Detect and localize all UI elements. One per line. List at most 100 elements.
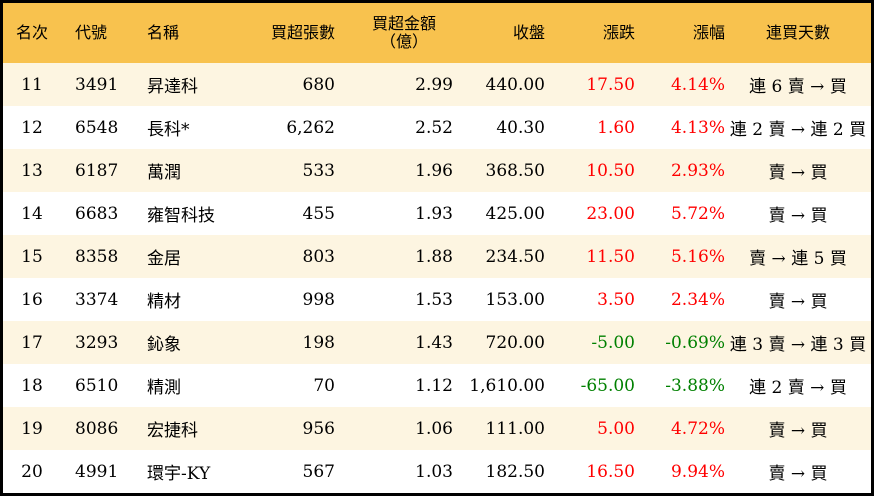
streak-cell: 連 3 賣 → 連 3 買 (725, 321, 871, 364)
shares-cell: 455 (302, 203, 335, 224)
shares-cell: 567 (302, 461, 335, 482)
pct-cell: 5.72% (670, 203, 725, 224)
code-cell: 6187 (61, 149, 147, 192)
code-cell: 8086 (61, 407, 147, 450)
close-cell: 425.00 (485, 203, 545, 224)
amount-cell: 1.53 (415, 289, 453, 310)
amount-cell: 1.93 (415, 203, 453, 224)
code-cell: 6510 (75, 375, 119, 396)
rank-cell: 15 (3, 235, 61, 278)
shares-cell: 6,262 (286, 117, 335, 138)
shares-cell: 956 (227, 407, 335, 450)
pct-cell: 4.72% (635, 407, 725, 450)
rank-cell: 14 (21, 203, 43, 224)
rank-cell: 11 (3, 63, 61, 106)
table-row: 15 8358 金居 803 1.88 234.50 11.50 5.16% 賣 → 連 5 買 (3, 235, 871, 278)
header-code: 代號 (61, 3, 147, 63)
rank-cell: 18 (21, 375, 43, 396)
shares-cell: 803 (227, 235, 335, 278)
name-cell: 金居 (147, 235, 227, 278)
amount-cell: 1.03 (415, 461, 453, 482)
code-cell: 4991 (75, 461, 119, 482)
name-cell: 精材 (147, 292, 181, 312)
change-cell: -65.00 (580, 375, 635, 396)
change-cell: 10.50 (545, 149, 635, 192)
code-cell: 6683 (75, 203, 119, 224)
table-row: 17 3293 鈊象 198 1.43 720.00 -5.00 -0.69% 連 3 賣 → … (3, 321, 871, 364)
amount-cell: 1.06 (335, 407, 453, 450)
streak-cell: 連 2 賣 → 連 2 買 (729, 120, 867, 140)
code-cell: 3293 (61, 321, 147, 364)
name-cell: 宏捷科 (147, 407, 227, 450)
pct-cell: 2.93% (635, 149, 725, 192)
change-cell: 16.50 (586, 461, 635, 482)
name-cell: 雍智科技 (147, 206, 215, 226)
net-buy-ranking-table: 名次 代號 名稱 買超張數 買超金額 （億） 收盤 漲跌 漲幅 連買天數 11 3… (3, 3, 871, 493)
header-streak: 連買天數 (725, 3, 871, 63)
change-cell: 1.60 (597, 117, 635, 138)
table-row: 16 3374 精材 998 1.53 153.00 3.50 2.34% 賣 → 買 (3, 278, 871, 321)
shares-cell: 533 (227, 149, 335, 192)
pct-cell: -0.69% (635, 321, 725, 364)
rank-cell: 16 (21, 289, 43, 310)
change-cell: 23.00 (586, 203, 635, 224)
header-pct: 漲幅 (635, 3, 725, 63)
pct-cell: -3.88% (665, 375, 725, 396)
header-shares: 買超張數 (227, 3, 335, 63)
shares-cell: 70 (313, 375, 335, 396)
table-row: 18 6510 精測 70 1.12 1,610.00 -65.00 -3.88% 連 2 賣 … (3, 364, 871, 407)
streak-cell: 賣 → 買 (768, 292, 828, 312)
shares-cell: 998 (302, 289, 335, 310)
pct-cell: 2.34% (670, 289, 725, 310)
amount-cell: 2.52 (415, 117, 453, 138)
name-cell: 鈊象 (147, 321, 227, 364)
rank-cell: 17 (3, 321, 61, 364)
close-cell: 153.00 (485, 289, 545, 310)
name-cell: 環宇-KY (147, 464, 211, 484)
code-cell: 3374 (75, 289, 119, 310)
streak-cell: 連 2 賣 → 買 (749, 378, 847, 398)
amount-cell: 1.88 (335, 235, 453, 278)
close-cell: 1,610.00 (469, 375, 545, 396)
rank-cell: 12 (21, 117, 43, 138)
table-row: 13 6187 萬潤 533 1.96 368.50 10.50 2.93% 賣 → 買 (3, 149, 871, 192)
close-cell: 720.00 (453, 321, 545, 364)
name-cell: 長科* (147, 120, 190, 140)
change-cell: 11.50 (545, 235, 635, 278)
shares-cell: 680 (227, 63, 335, 106)
header-change: 漲跌 (545, 3, 635, 63)
pct-cell: 4.13% (670, 117, 725, 138)
code-cell: 8358 (61, 235, 147, 278)
streak-cell: 賣 → 買 (768, 464, 828, 484)
code-cell: 6548 (75, 117, 119, 138)
shares-cell: 198 (227, 321, 335, 364)
table-row: 12 6548 長科* 6,262 2.52 40.30 1.60 4.13% 連 2 賣 → … (3, 106, 871, 149)
header-rank: 名次 (3, 3, 61, 63)
name-cell: 昇達科 (147, 63, 227, 106)
pct-cell: 4.14% (635, 63, 725, 106)
name-cell: 萬潤 (147, 149, 227, 192)
close-cell: 182.50 (485, 461, 545, 482)
header-close: 收盤 (453, 3, 545, 63)
header-row: 名次 代號 名稱 買超張數 買超金額 （億） 收盤 漲跌 漲幅 連買天數 (3, 3, 871, 63)
streak-cell: 賣 → 買 (725, 407, 871, 450)
close-cell: 40.30 (496, 117, 545, 138)
table-row: 20 4991 環宇-KY 567 1.03 182.50 16.50 9.94% 賣 → 買 (3, 450, 871, 493)
streak-cell: 賣 → 連 5 買 (725, 235, 871, 278)
close-cell: 111.00 (453, 407, 545, 450)
amount-cell: 1.43 (335, 321, 453, 364)
streak-cell: 賣 → 買 (725, 149, 871, 192)
streak-cell: 賣 → 買 (768, 206, 828, 226)
header-amount: 買超金額 （億） (335, 3, 453, 63)
change-cell: 3.50 (597, 289, 635, 310)
change-cell: 5.00 (545, 407, 635, 450)
amount-cell: 1.96 (335, 149, 453, 192)
code-cell: 3491 (61, 63, 147, 106)
amount-cell: 1.12 (415, 375, 453, 396)
streak-cell: 連 6 賣 → 買 (725, 63, 871, 106)
pct-cell: 9.94% (670, 461, 725, 482)
rank-cell: 20 (21, 461, 43, 482)
table-row: 19 8086 宏捷科 956 1.06 111.00 5.00 4.72% 賣 → 買 (3, 407, 871, 450)
header-name: 名稱 (147, 3, 227, 63)
